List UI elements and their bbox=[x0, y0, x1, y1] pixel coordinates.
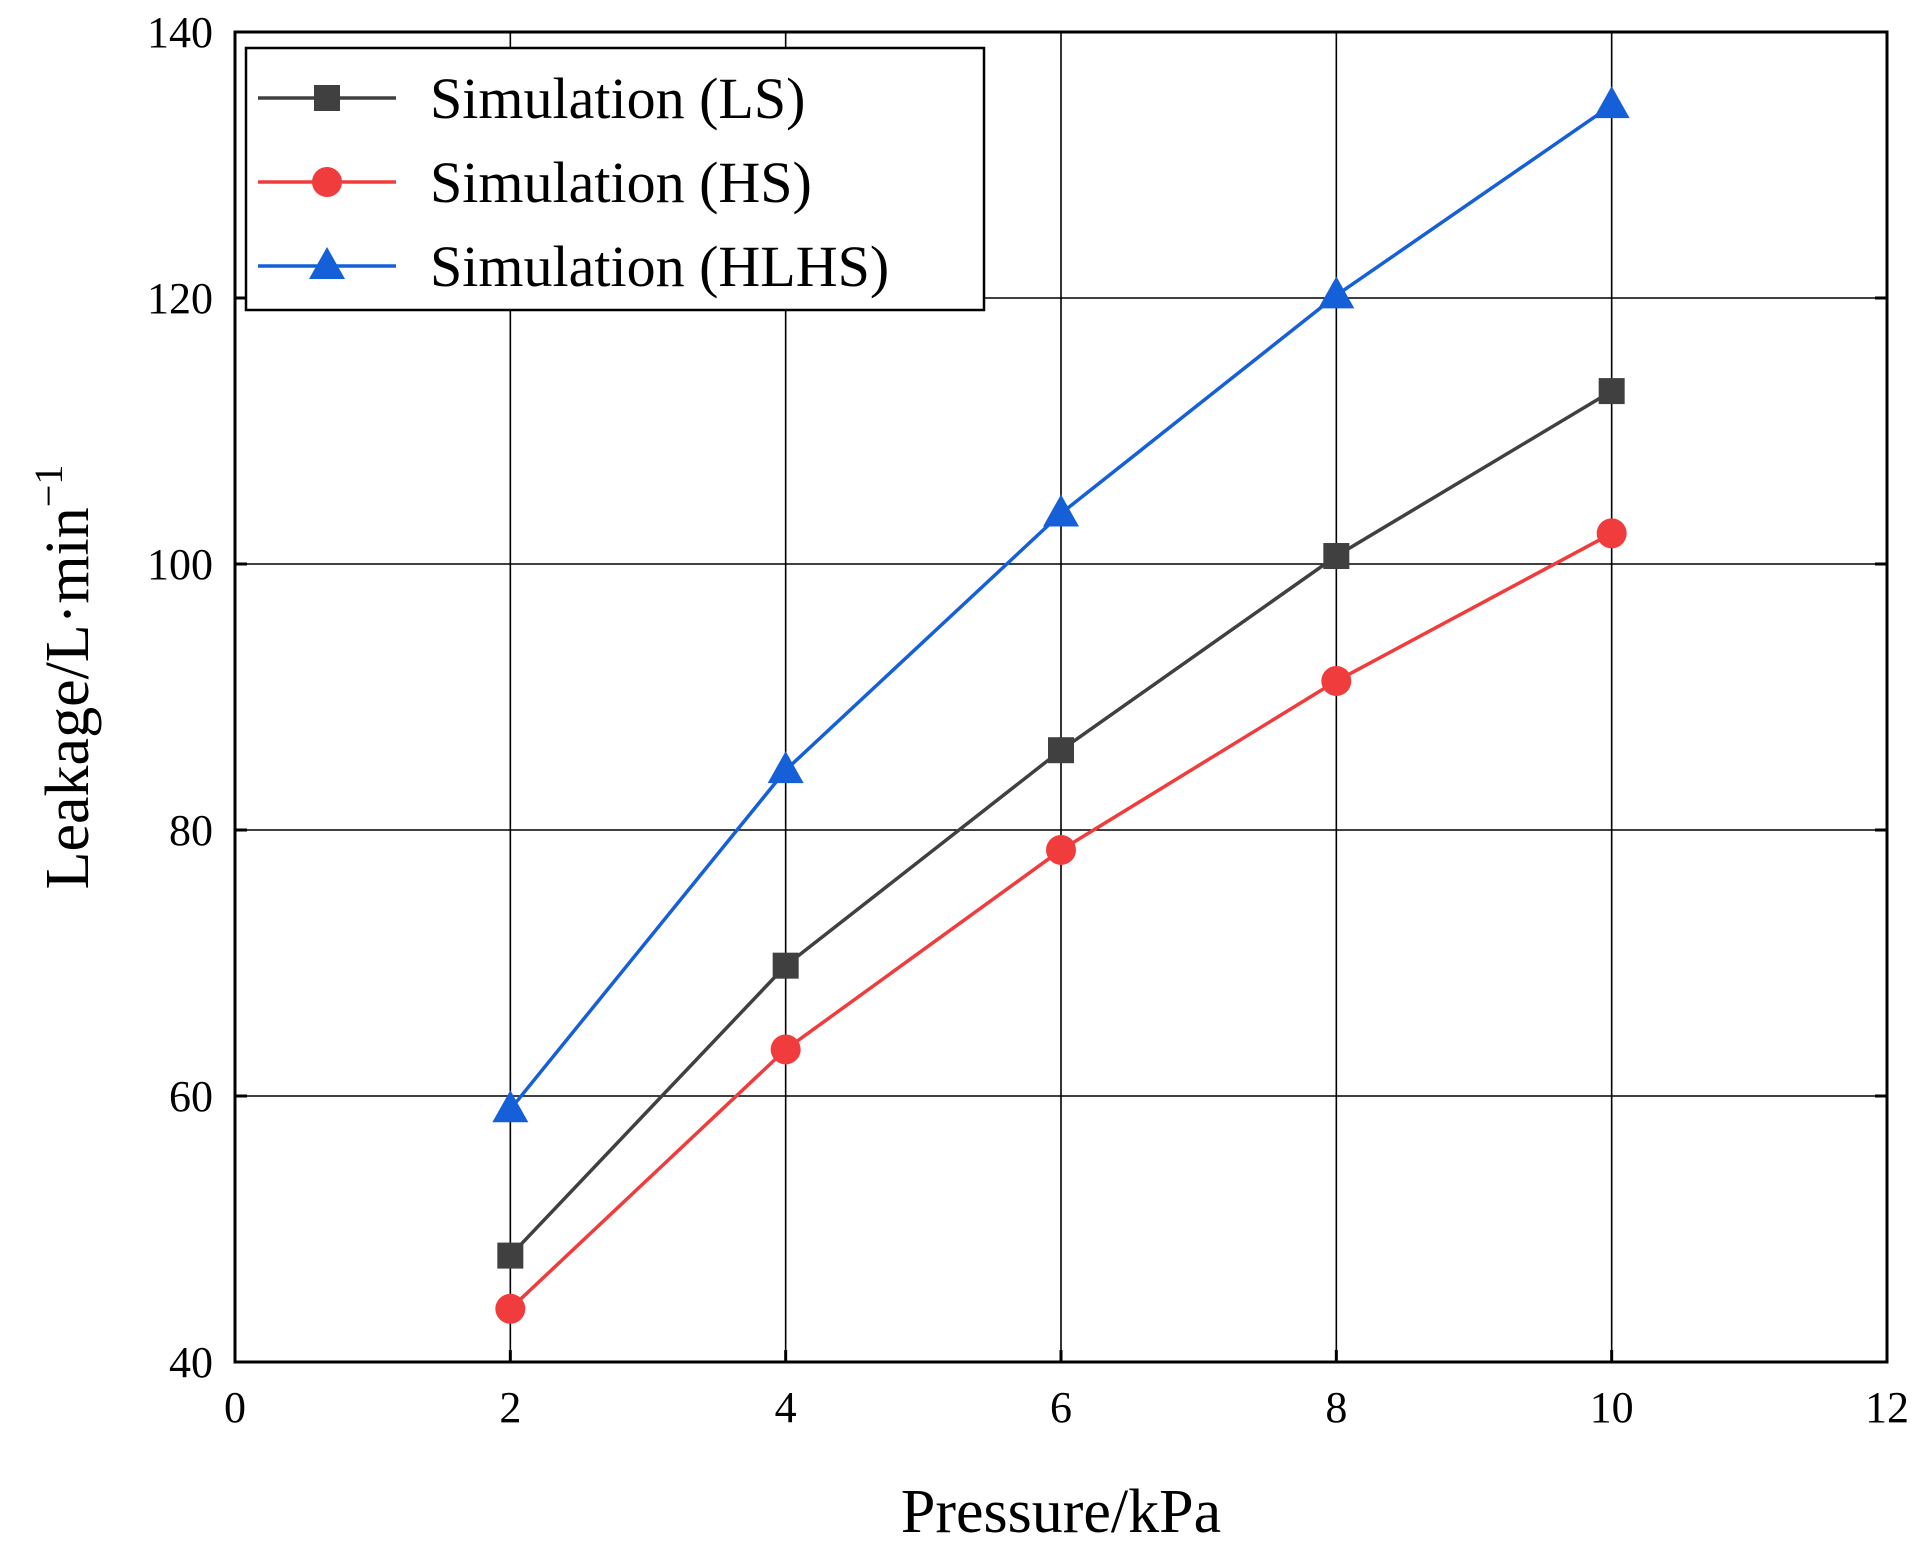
series-2 bbox=[495, 518, 1627, 1324]
legend-label: Simulation (HS) bbox=[430, 150, 812, 215]
x-tick-label: 12 bbox=[1865, 1383, 1909, 1432]
legend-label: Simulation (HLHS) bbox=[430, 234, 889, 299]
data-point bbox=[495, 1293, 526, 1324]
data-point bbox=[1043, 494, 1079, 527]
y-axis-title-main: Leakage/L·min bbox=[34, 507, 102, 889]
x-tick-label: 6 bbox=[1050, 1383, 1072, 1432]
data-point bbox=[772, 952, 799, 979]
data-point bbox=[770, 1034, 801, 1065]
x-tick-label: 0 bbox=[224, 1383, 246, 1432]
legend-item: Simulation (HS) bbox=[258, 150, 812, 215]
x-tick-label: 10 bbox=[1590, 1383, 1634, 1432]
data-point bbox=[497, 1242, 524, 1269]
data-point bbox=[1323, 543, 1350, 570]
data-point bbox=[492, 1090, 529, 1123]
data-point bbox=[1598, 378, 1625, 405]
x-tick-label: 2 bbox=[499, 1383, 521, 1432]
x-tick-label: 4 bbox=[775, 1383, 797, 1432]
series-layer bbox=[492, 86, 1630, 1324]
y-axis-title: Leakage/L·min−1 bbox=[26, 465, 102, 890]
y-tick-label: 80 bbox=[169, 806, 213, 855]
data-point bbox=[1596, 518, 1627, 549]
legend-swatch-marker bbox=[314, 85, 340, 111]
series-3 bbox=[492, 86, 1630, 1123]
x-axis-title: Pressure/kPa bbox=[901, 1478, 1221, 1546]
data-point bbox=[1318, 276, 1355, 309]
data-point bbox=[1593, 86, 1630, 119]
y-tick-label: 140 bbox=[147, 8, 213, 57]
legend-item: Simulation (LS) bbox=[258, 66, 805, 131]
series-1 bbox=[497, 378, 1625, 1269]
legend-item: Simulation (HLHS) bbox=[258, 234, 889, 299]
data-point bbox=[1046, 834, 1076, 865]
y-tick-label: 100 bbox=[147, 540, 213, 589]
legend-swatch-marker bbox=[312, 167, 342, 197]
data-point bbox=[767, 751, 804, 784]
y-axis-title-superscript: −1 bbox=[26, 465, 71, 508]
x-tick-label: 8 bbox=[1325, 1383, 1347, 1432]
legend: Simulation (LS) Simulation (HS) Simulation… bbox=[244, 46, 986, 312]
y-tick-label: 60 bbox=[169, 1072, 213, 1121]
legend-label: Simulation (LS) bbox=[430, 66, 805, 131]
y-tick-label: 120 bbox=[147, 274, 213, 323]
data-point bbox=[1048, 737, 1074, 764]
data-point bbox=[1321, 666, 1352, 697]
tick-labels: 0 2 4 6 8 10 12 40 60 80 100 120 140 bbox=[147, 8, 1909, 1432]
y-tick-label: 40 bbox=[169, 1338, 213, 1387]
legend-swatch-marker bbox=[309, 247, 345, 279]
